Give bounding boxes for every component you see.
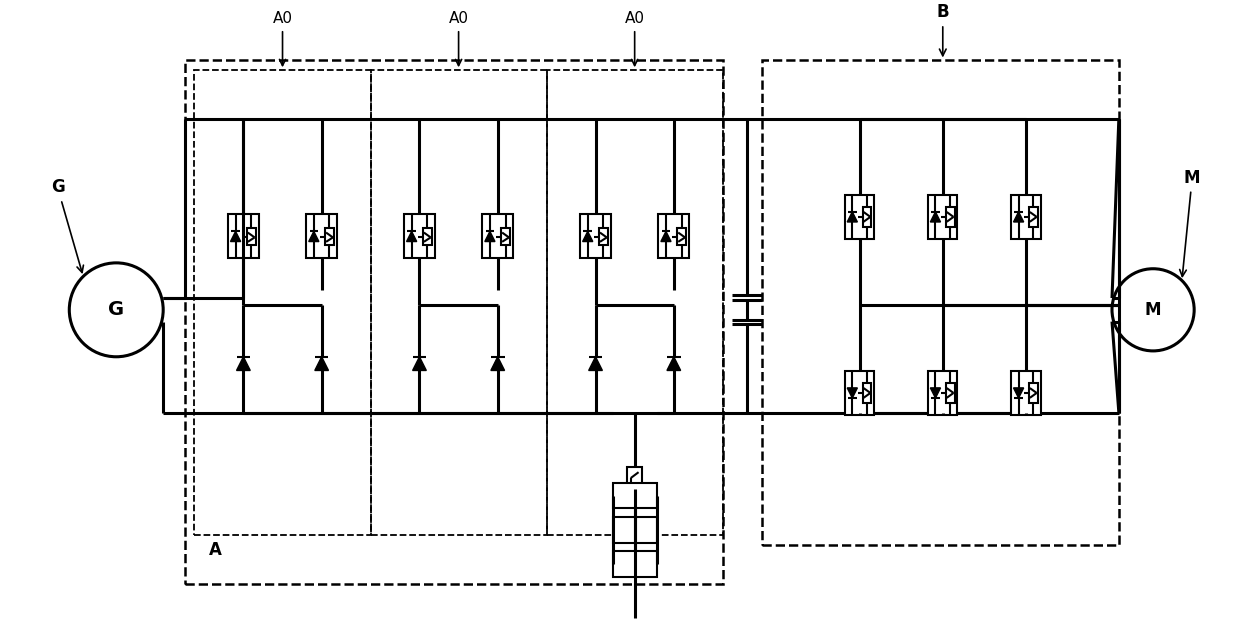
- Polygon shape: [230, 231, 240, 242]
- Bar: [580, 214, 611, 259]
- Text: G: G: [51, 178, 83, 273]
- Polygon shape: [1014, 388, 1023, 398]
- Text: B: B: [937, 3, 949, 56]
- Polygon shape: [315, 357, 328, 370]
- Bar: [762, 60, 1119, 545]
- Bar: [598, 228, 608, 245]
- Polygon shape: [413, 357, 426, 370]
- Bar: [306, 214, 337, 259]
- Bar: [1028, 383, 1038, 403]
- Polygon shape: [847, 212, 857, 222]
- Bar: [325, 228, 333, 245]
- Bar: [658, 214, 689, 259]
- Bar: [228, 214, 259, 259]
- Bar: [185, 60, 722, 584]
- Polygon shape: [491, 357, 504, 370]
- Bar: [370, 70, 546, 535]
- Bar: [1011, 371, 1041, 415]
- Bar: [678, 228, 686, 245]
- Polygon shape: [930, 388, 940, 398]
- Bar: [501, 228, 510, 245]
- Polygon shape: [1014, 212, 1023, 222]
- Text: M: M: [1180, 169, 1201, 276]
- Polygon shape: [589, 357, 602, 370]
- Bar: [945, 207, 954, 227]
- Bar: [928, 195, 958, 239]
- Bar: [627, 467, 643, 489]
- Bar: [247, 228, 255, 245]
- Bar: [862, 207, 871, 227]
- Polygon shape: [237, 357, 250, 370]
- Text: A0: A0: [449, 11, 468, 65]
- Bar: [945, 383, 954, 403]
- Bar: [845, 371, 875, 415]
- Polygon shape: [847, 388, 857, 398]
- Polygon shape: [667, 357, 680, 370]
- Bar: [612, 552, 657, 577]
- Bar: [845, 195, 875, 239]
- Polygon shape: [406, 231, 416, 242]
- Bar: [404, 214, 435, 259]
- Bar: [546, 70, 722, 535]
- Bar: [195, 70, 370, 535]
- Bar: [612, 483, 657, 508]
- Bar: [482, 214, 513, 259]
- Polygon shape: [309, 231, 318, 242]
- Bar: [612, 517, 657, 543]
- Polygon shape: [930, 212, 940, 222]
- Polygon shape: [484, 231, 494, 242]
- Text: A0: A0: [273, 11, 292, 65]
- Bar: [862, 383, 871, 403]
- Bar: [1011, 195, 1041, 239]
- Text: G: G: [108, 301, 124, 320]
- Text: A0: A0: [624, 11, 644, 65]
- Bar: [928, 371, 958, 415]
- Text: A: A: [209, 541, 222, 559]
- Polygon shape: [660, 231, 672, 242]
- Text: M: M: [1145, 301, 1161, 319]
- Bar: [422, 228, 431, 245]
- Bar: [1028, 207, 1038, 227]
- Polygon shape: [582, 231, 592, 242]
